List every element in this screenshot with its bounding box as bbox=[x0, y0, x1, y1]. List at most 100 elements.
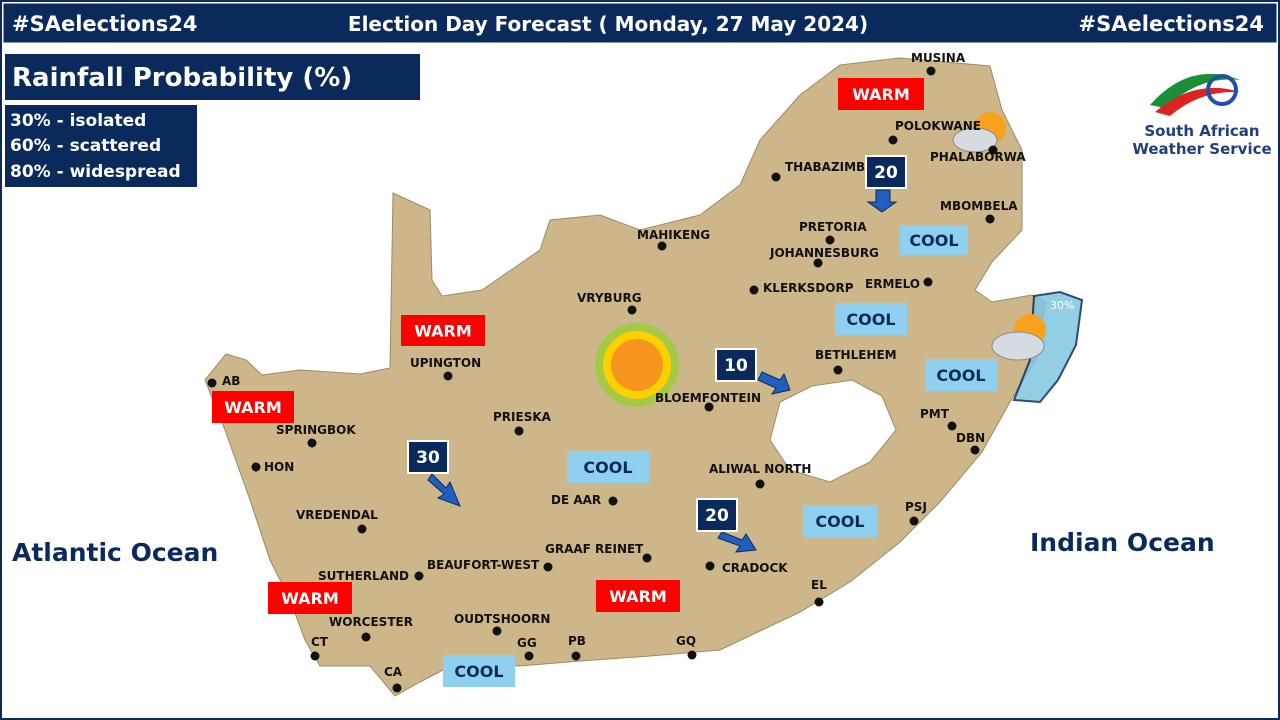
city-label: BLOEMFONTEIN bbox=[655, 391, 761, 405]
city-dot bbox=[524, 651, 534, 661]
city-label: MBOMBELA bbox=[940, 199, 1018, 213]
temperature-label: COOL bbox=[936, 366, 985, 385]
logo-line: Weather Service bbox=[1132, 140, 1271, 158]
temperature-label: WARM bbox=[609, 587, 667, 606]
temperature-label: COOL bbox=[909, 231, 958, 250]
city-label: BETHLEHEM bbox=[815, 348, 897, 362]
city-dot bbox=[704, 402, 714, 412]
city-label: KLERKSDORP bbox=[763, 281, 854, 295]
temperature-tag bbox=[212, 391, 294, 423]
city-label: SPRINGBOK bbox=[276, 423, 356, 437]
temperature-tag bbox=[900, 225, 968, 255]
city-dot bbox=[207, 378, 217, 388]
city-label: BEAUFORT-WEST bbox=[427, 558, 540, 572]
city-dot bbox=[443, 371, 453, 381]
city-label: DE AAR bbox=[551, 493, 601, 507]
rain-marker bbox=[715, 348, 757, 382]
city-label: ERMELO bbox=[865, 277, 920, 291]
temperature-label: COOL bbox=[815, 512, 864, 531]
city-label: HON bbox=[264, 460, 294, 474]
city-label: GQ bbox=[676, 634, 696, 648]
rain-marker bbox=[865, 155, 907, 189]
cloud-north bbox=[952, 112, 1006, 153]
city-dot bbox=[357, 524, 367, 534]
city-label: VRYBURG bbox=[577, 291, 642, 305]
city-label: ALIWAL NORTH bbox=[709, 462, 811, 476]
city-label: GG bbox=[517, 636, 537, 650]
temperature-tag bbox=[401, 315, 485, 346]
kzn-shower-area bbox=[1012, 290, 1084, 404]
temperature-tag bbox=[838, 78, 924, 110]
rain-value: 10 bbox=[724, 356, 748, 376]
rain-arrow bbox=[757, 371, 791, 395]
city-label: OUDTSHOORN bbox=[454, 612, 550, 626]
city-dot bbox=[310, 651, 320, 661]
temperature-tag bbox=[268, 582, 352, 614]
city-label: CA bbox=[384, 665, 403, 679]
city-dot bbox=[543, 562, 553, 572]
legend-item: 60% - scattered bbox=[10, 136, 161, 156]
temperature-label: COOL bbox=[583, 458, 632, 477]
city-label: VREDENDAL bbox=[296, 508, 378, 522]
city-dot bbox=[642, 553, 652, 563]
rain-marker bbox=[407, 440, 449, 474]
city-dot bbox=[657, 241, 667, 251]
rain-marker bbox=[696, 498, 738, 532]
city-dot bbox=[833, 365, 843, 375]
rain-arrow bbox=[717, 531, 757, 553]
legend: Rainfall Probability (%) 30% - isolated … bbox=[3, 52, 422, 189]
city-dot bbox=[970, 445, 980, 455]
city-dot bbox=[361, 632, 371, 642]
city-dot bbox=[825, 235, 835, 245]
city-label: WORCESTER bbox=[329, 615, 413, 629]
rain-arrow bbox=[427, 473, 461, 507]
legend-title: Rainfall Probability (%) bbox=[12, 63, 352, 93]
city-label: PRETORIA bbox=[799, 220, 867, 234]
overlay: MUSINA POLOKWANE PHALABORWA THABAZIMBI PRETO… bbox=[207, 51, 1026, 693]
temperature-tag bbox=[925, 359, 997, 391]
city-label: PMT bbox=[920, 407, 950, 421]
city-label: GRAAF REINET bbox=[545, 542, 644, 556]
header-left: #SAelections24 bbox=[12, 12, 197, 36]
city-dot bbox=[392, 683, 402, 693]
legend-title-box bbox=[3, 52, 422, 102]
city-dot bbox=[627, 305, 637, 315]
city-dot bbox=[514, 426, 524, 436]
city-label: CRADOCK bbox=[722, 561, 788, 575]
city-dot bbox=[926, 66, 936, 76]
city-dot bbox=[705, 561, 715, 571]
city-label: POLOKWANE bbox=[895, 119, 981, 133]
city-dot bbox=[608, 496, 618, 506]
city-label: PSJ bbox=[905, 500, 927, 514]
city-dot bbox=[814, 597, 824, 607]
city-label: DBN bbox=[956, 431, 985, 445]
rain-value: 20 bbox=[874, 163, 898, 183]
logo-line: South African bbox=[1144, 122, 1259, 140]
header-right: #SAelections24 bbox=[1079, 12, 1264, 36]
city-label: PB bbox=[568, 634, 586, 648]
temperature-label: COOL bbox=[846, 310, 895, 329]
city-dot bbox=[755, 479, 765, 489]
city-dot bbox=[414, 571, 424, 581]
city-label: SUTHERLAND bbox=[318, 569, 409, 583]
city-dot bbox=[307, 438, 317, 448]
temperature-label: COOL bbox=[454, 662, 503, 681]
legend-item: 30% - isolated bbox=[10, 111, 146, 131]
city-label: CT bbox=[311, 635, 329, 649]
city-dot bbox=[909, 516, 919, 526]
temperature-tag bbox=[596, 580, 680, 612]
city-label: MAHIKENG bbox=[637, 228, 710, 242]
header-title: Election Day Forecast ( Monday, 27 May 2… bbox=[348, 12, 868, 36]
city-dot bbox=[749, 285, 759, 295]
city-label: JOHANNESBURG bbox=[769, 246, 879, 260]
city-dot bbox=[988, 145, 998, 155]
logo: South African Weather Service bbox=[1132, 73, 1272, 158]
legend-item: 80% - widespread bbox=[10, 162, 181, 182]
city-dot bbox=[771, 172, 781, 182]
city-dot bbox=[888, 135, 898, 145]
city-dot bbox=[985, 214, 995, 224]
legend-items-box bbox=[3, 103, 199, 189]
header-bar bbox=[2, 2, 1278, 44]
